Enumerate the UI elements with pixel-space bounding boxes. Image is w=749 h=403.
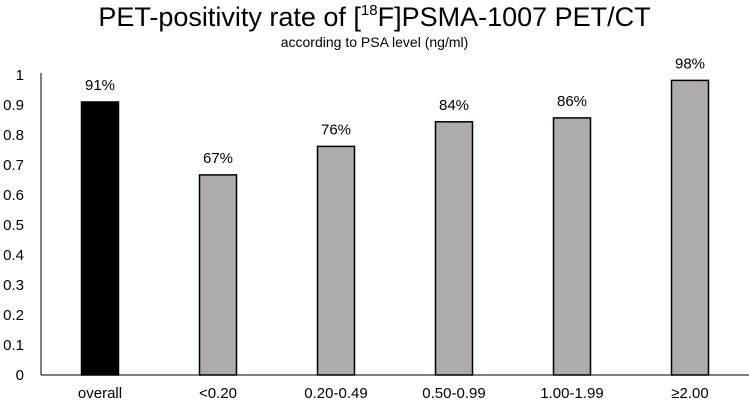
y-tick-label: 0.4 [3, 247, 24, 264]
bar-psa-1 [198, 174, 238, 376]
y-tick-label: 1 [16, 67, 24, 84]
data-label: 84% [439, 97, 469, 114]
bar-psa-4 [552, 117, 592, 376]
data-label: 76% [321, 121, 351, 138]
x-tick-label: overall [78, 385, 122, 402]
chart-subtitle: according to PSA level (ng/ml) [280, 34, 469, 50]
y-tick-label: 0.1 [3, 337, 24, 354]
x-tick-label: ≥2.00 [671, 385, 708, 402]
y-tick-label: 0.2 [3, 307, 24, 324]
data-label: 67% [203, 150, 233, 167]
y-tick-label: 0.8 [3, 127, 24, 144]
x-tick-label: 0.20-0.49 [304, 385, 367, 402]
chart-title-prefix: PET-positivity rate of [ [98, 2, 361, 32]
y-tick-label: 0.3 [3, 277, 24, 294]
chart-title-suffix: F]PSMA-1007 PET/CT [377, 2, 651, 32]
y-tick-label: 0.7 [3, 157, 24, 174]
y-tick-label: 0.5 [3, 217, 24, 234]
bar-psa-2 [316, 145, 356, 376]
data-label: 91% [85, 77, 115, 94]
x-tick-label: 1.00-1.99 [540, 385, 603, 402]
x-tick-label: <0.20 [199, 385, 237, 402]
y-tick-label: 0 [16, 367, 24, 384]
x-tick-label: 0.50-0.99 [422, 385, 485, 402]
y-tick-label: 0.9 [3, 97, 24, 114]
chart-title: PET-positivity rate of [18F]PSMA-1007 PE… [0, 0, 749, 34]
chart-title-superscript: 18 [360, 2, 378, 19]
bar-overall [80, 101, 120, 376]
bar-psa-3 [434, 121, 474, 376]
bar-psa-5 [670, 79, 710, 376]
data-label: 86% [557, 93, 587, 110]
y-tick-label: 0.6 [3, 187, 24, 204]
data-label: 98% [675, 55, 705, 72]
